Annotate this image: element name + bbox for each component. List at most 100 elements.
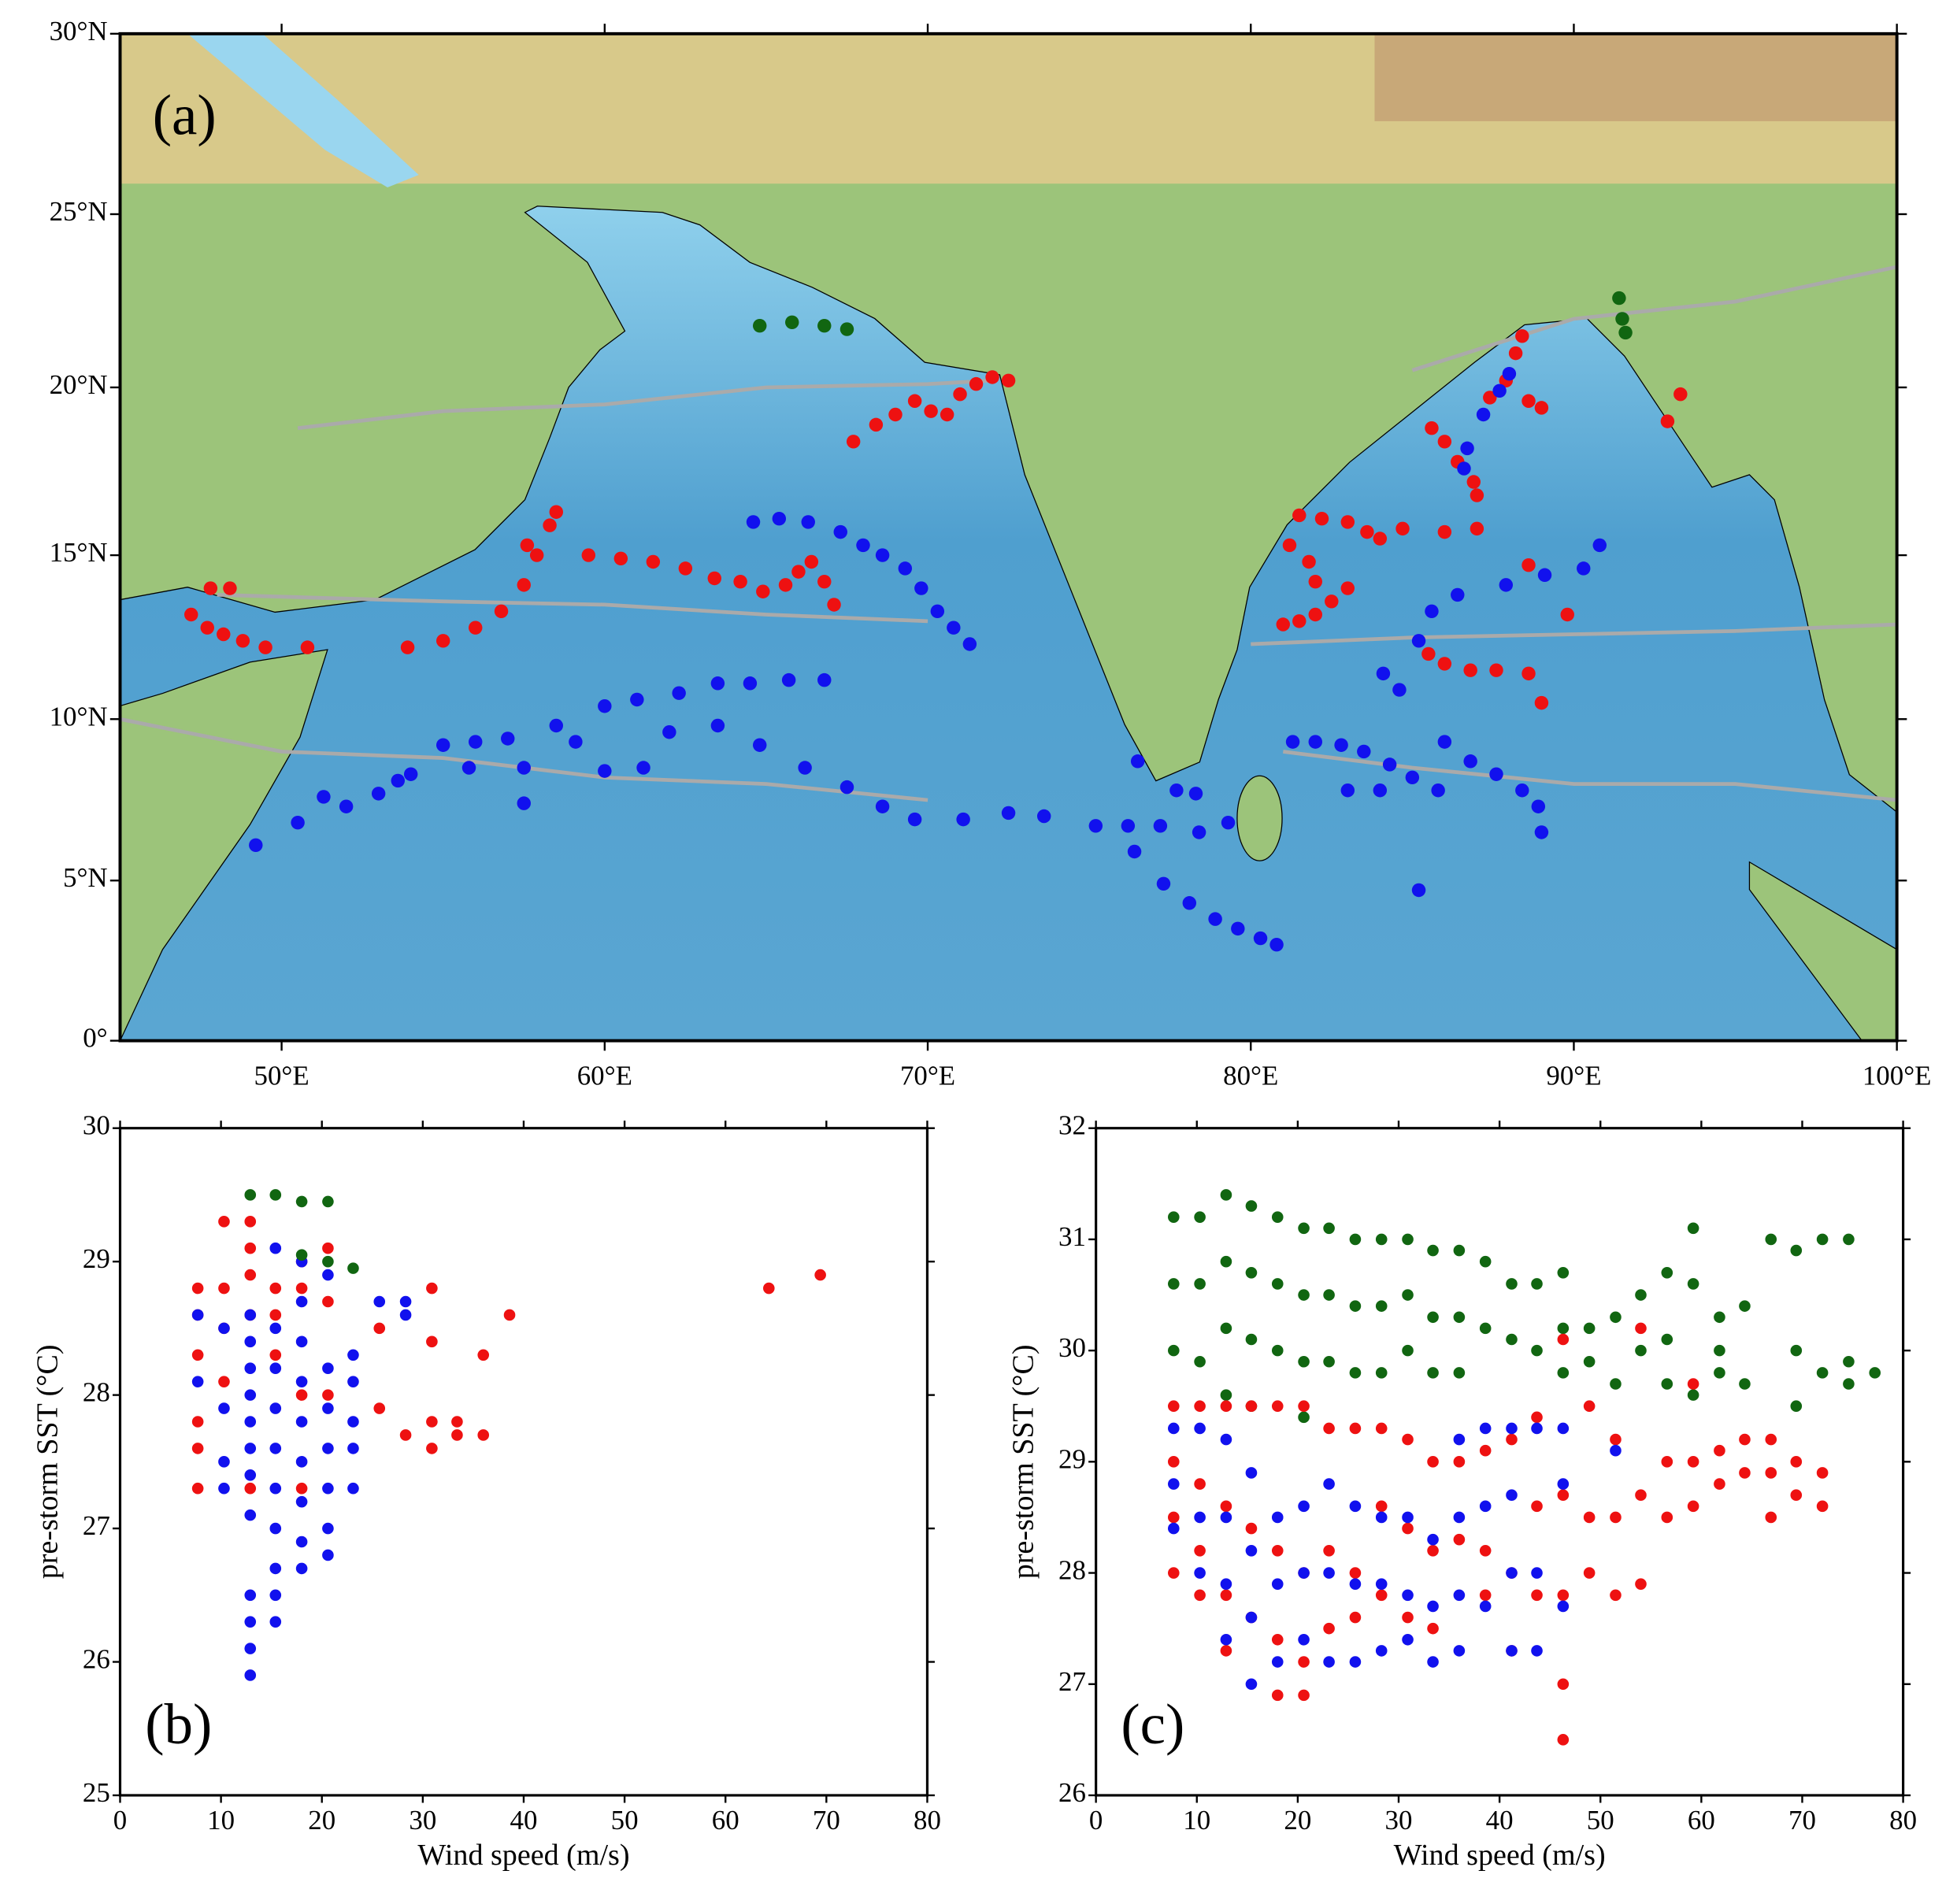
scatter-point (1298, 1689, 1310, 1702)
scatter-point (191, 1349, 204, 1361)
scatter-point (1479, 1545, 1492, 1557)
track-point (1437, 524, 1452, 539)
track-point (840, 780, 854, 795)
track-point (217, 627, 231, 642)
y-tick-label: 15°N (50, 537, 108, 568)
y-tick-label: 26 (1058, 1777, 1086, 1808)
track-point (1489, 767, 1503, 781)
scatter-point (1739, 1467, 1751, 1479)
scatter-point (322, 1522, 334, 1535)
scatter-point (347, 1443, 359, 1454)
track-point (1001, 373, 1016, 388)
x-tick-label: 80°E (1223, 1060, 1278, 1091)
track-point (1499, 578, 1514, 592)
track-point (1425, 604, 1439, 619)
track-point (798, 761, 812, 775)
scatter-point (426, 1335, 438, 1348)
track-point (1269, 937, 1284, 952)
scatter-point (503, 1309, 516, 1321)
scatter-point (1816, 1367, 1829, 1379)
scatter-point (269, 1562, 282, 1575)
track-point (710, 718, 725, 733)
scatter-point (1220, 1400, 1232, 1413)
track-point (461, 761, 476, 775)
track-point (1231, 921, 1245, 936)
scatter-point (244, 1443, 257, 1454)
scatter-point (218, 1282, 230, 1295)
scatter-point (322, 1362, 334, 1375)
scatter-point (1506, 1278, 1518, 1290)
x-tick-label: 90°E (1546, 1060, 1601, 1091)
ocean (120, 206, 1897, 1041)
track-point (529, 548, 544, 562)
track-point (436, 634, 450, 648)
scatter-point (373, 1295, 386, 1308)
scatter-point (1375, 1367, 1388, 1379)
track-point (1340, 515, 1355, 529)
track-point (1292, 508, 1307, 523)
scatter-point (1298, 1500, 1310, 1513)
scatter-point (1635, 1489, 1647, 1501)
y-tick-label: 29 (1058, 1443, 1086, 1474)
track-point (1560, 607, 1574, 622)
scatter-point (763, 1282, 775, 1295)
scatter-point (1557, 1266, 1570, 1279)
track-point (517, 796, 531, 810)
sumatra (1748, 861, 1897, 1041)
track-point (598, 764, 612, 778)
track-point (924, 404, 938, 418)
scatter-point (1194, 1511, 1206, 1524)
track-point (339, 799, 354, 813)
scatter-point (1194, 1545, 1206, 1557)
track-point (258, 640, 272, 654)
scatter-point (1739, 1300, 1751, 1312)
track-point (501, 732, 515, 746)
scatter-point (1271, 1689, 1284, 1702)
track-point (1476, 407, 1491, 422)
scatter-point (1635, 1344, 1647, 1357)
scatter-point (1531, 1411, 1543, 1424)
scatter-point (1739, 1378, 1751, 1390)
track-point (200, 620, 214, 635)
panel-label: (b) (145, 1692, 212, 1756)
track-point (1373, 783, 1388, 798)
x-tick-label: 60 (712, 1805, 739, 1835)
scatter-point (1402, 1233, 1414, 1246)
track-point (956, 812, 970, 827)
scatter-point (1349, 1611, 1362, 1624)
track-point (1169, 783, 1184, 798)
scatter-point (1349, 1233, 1362, 1246)
scatter-point (1765, 1511, 1777, 1524)
scatter-point (1323, 1656, 1335, 1668)
track-point (1425, 420, 1439, 435)
track-point (1405, 770, 1420, 785)
scatter-point (1194, 1211, 1206, 1223)
scatter-point (1583, 1355, 1596, 1368)
x-tick-label: 10 (1183, 1805, 1210, 1835)
scatter-point (1349, 1656, 1362, 1668)
x-tick-label: 70°E (900, 1060, 955, 1091)
scatter-point (1194, 1355, 1206, 1368)
scatter-point (1427, 1622, 1439, 1635)
track-point (752, 738, 767, 752)
scatter-point (295, 1416, 308, 1428)
scatter-point (1714, 1344, 1725, 1357)
scatter-point (322, 1242, 334, 1254)
y-tick-label: 25 (83, 1777, 110, 1808)
track-point (1153, 819, 1168, 833)
track-point (817, 574, 832, 589)
track-point (1460, 441, 1474, 456)
scatter-point (191, 1443, 204, 1454)
track-point (613, 551, 628, 566)
scatter-point (295, 1335, 308, 1348)
scatter-point (269, 1242, 282, 1254)
scatter-point (295, 1562, 308, 1575)
track-point (549, 505, 564, 519)
track-point (1411, 883, 1426, 898)
scatter-point (269, 1282, 282, 1295)
x-tick-label: 30 (1385, 1805, 1413, 1835)
track-point (953, 387, 967, 402)
track-point (1592, 538, 1607, 553)
scatter-point (1167, 1344, 1180, 1357)
scatter-point (244, 1189, 257, 1201)
